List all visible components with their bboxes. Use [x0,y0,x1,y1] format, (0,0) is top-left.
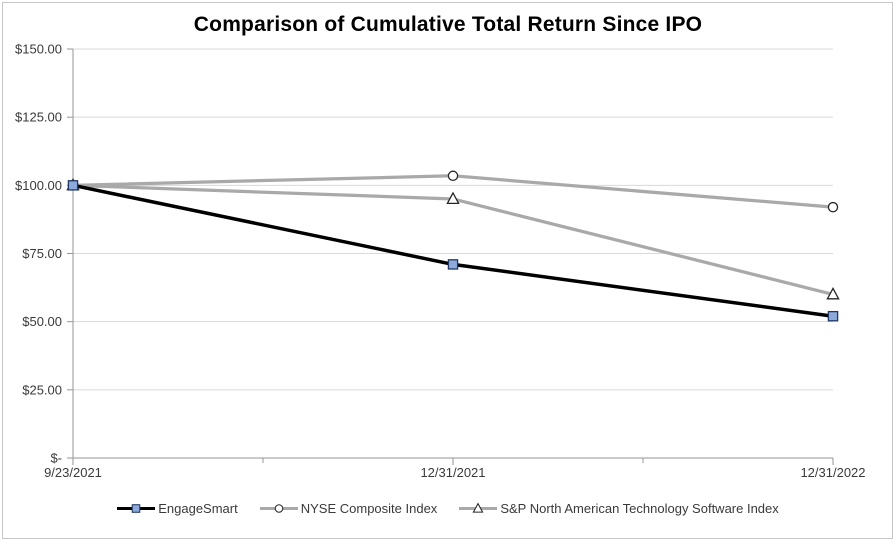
data-point-engagesmart [67,180,79,191]
legend: EngageSmart NYSE Composite Index S&P Nor… [0,501,896,516]
legend-marker-square-icon [117,502,156,515]
y-axis-label: $150.00 [15,42,62,57]
data-point-engagesmart [827,310,839,322]
x-axis-label: 12/31/2021 [420,465,485,480]
y-axis-label: $100.00 [15,178,62,193]
series-line-engagesmart [71,183,835,318]
data-point-s-p-north-american-technology-software-index [826,287,840,300]
legend-marker-circle-icon [259,502,298,515]
y-axis-label: $25.00 [22,382,62,397]
legend-item-sp-tech-software: S&P North American Technology Software I… [459,501,779,516]
legend-marker-shape [131,504,141,513]
x-axis-label: 9/23/2021 [44,465,102,480]
data-point-nyse-composite-index [447,170,459,182]
legend-label: EngageSmart [158,501,238,516]
legend-label: S&P North American Technology Software I… [500,501,779,516]
y-axis-label: $- [50,451,62,466]
chart-title: Comparison of Cumulative Total Return Si… [193,13,703,36]
data-point-engagesmart [447,259,459,270]
legend-label: NYSE Composite Index [300,501,438,516]
legend-item-nyse-composite: NYSE Composite Index [259,501,438,516]
legend-item-engagesmart: EngageSmart [117,501,238,516]
y-axis-label: $125.00 [15,110,62,125]
legend-marker-shape [472,502,484,513]
y-axis-label: $75.00 [22,246,62,261]
x-axis-label: 12/31/2022 [800,465,865,480]
y-axis-label: $50.00 [22,314,62,329]
data-point-nyse-composite-index [827,201,839,213]
legend-marker-swatch [459,502,498,513]
legend-marker-triangle-icon [459,502,498,515]
legend-marker-swatch [117,504,156,513]
data-point-s-p-north-american-technology-software-index [446,191,460,205]
legend-marker-shape [274,504,284,513]
legend-marker-swatch [259,504,298,513]
